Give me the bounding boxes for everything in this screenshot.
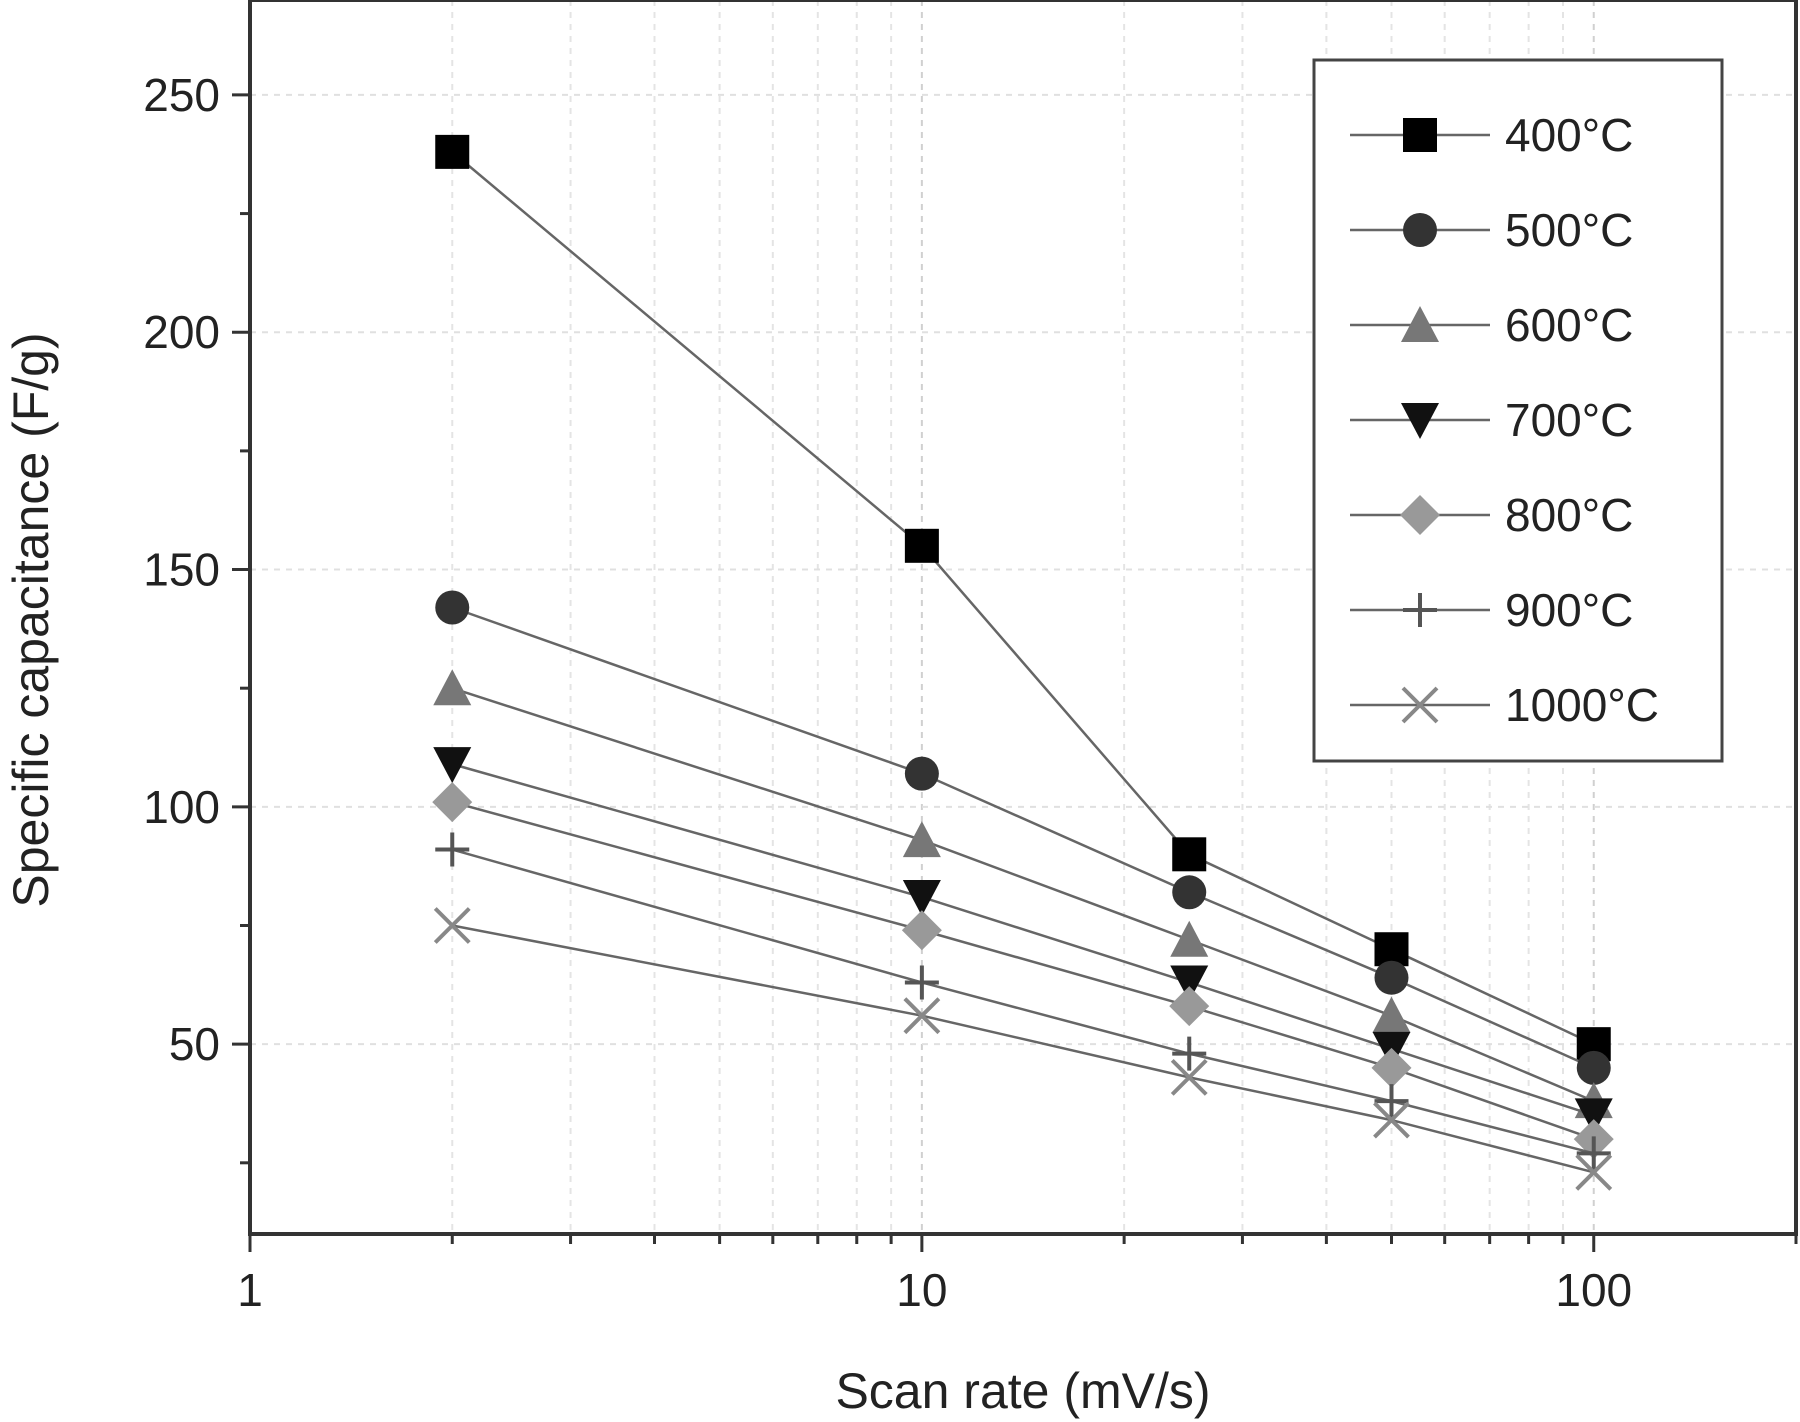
marker-triangle-down <box>1574 1098 1613 1135</box>
marker-triangle-up <box>1170 920 1209 957</box>
legend-item: 1000°C <box>1350 679 1659 731</box>
series-900 <box>435 832 1611 1171</box>
legend-item: 600°C <box>1350 299 1633 351</box>
marker-square <box>1403 118 1437 152</box>
marker-circle <box>1172 875 1207 910</box>
ticks: 1 10 100 50 100 150 200 250 <box>143 69 1798 1316</box>
series-800 <box>432 782 1614 1160</box>
marker-cross <box>433 907 471 944</box>
marker-circle <box>904 756 939 791</box>
legend-label: 500°C <box>1505 204 1633 256</box>
series-group <box>432 134 1614 1191</box>
marker-triangle-up <box>433 669 472 706</box>
marker-circle <box>1403 213 1437 247</box>
marker-triangle-up <box>902 821 941 858</box>
y-tick-label: 100 <box>143 781 220 833</box>
series-line <box>451 848 1595 1155</box>
marker-cross <box>1401 686 1439 724</box>
legend-item: 500°C <box>1350 204 1633 256</box>
marker-cross <box>1170 1058 1208 1096</box>
marker-circle <box>1374 960 1409 995</box>
marker-triangle-down <box>1170 965 1209 1002</box>
y-tick-label: 50 <box>169 1018 220 1070</box>
legend: 400°C 500°C 600°C 700°C 800°C 900°C 1000°C <box>1312 58 1724 763</box>
x-tick-label: 100 <box>1555 1264 1632 1316</box>
marker-diamond <box>1371 1047 1412 1088</box>
legend-label: 1000°C <box>1505 679 1659 731</box>
legend-item: 700°C <box>1350 394 1633 446</box>
marker-triangle-down <box>1401 403 1439 439</box>
legend-item: 400°C <box>1350 109 1633 161</box>
y-tick-label: 200 <box>143 306 220 358</box>
marker-triangle-up <box>1401 306 1439 342</box>
marker-square <box>904 528 939 563</box>
series-700 <box>433 747 1613 1135</box>
marker-circle <box>1576 1050 1611 1085</box>
marker-diamond <box>901 910 942 951</box>
legend-label: 400°C <box>1505 109 1633 161</box>
marker-cross <box>1373 1101 1410 1139</box>
legend-item: 900°C <box>1350 584 1633 636</box>
legend-label: 900°C <box>1505 584 1633 636</box>
legend-label: 600°C <box>1505 299 1633 351</box>
series-1000 <box>433 907 1613 1191</box>
x-axis-title: Scan rate (mV/s) <box>835 1363 1210 1419</box>
marker-triangle-up <box>1372 996 1411 1033</box>
x-tick-label: 1 <box>237 1264 263 1316</box>
marker-triangle-down <box>433 747 472 784</box>
legend-item: 800°C <box>1350 489 1633 541</box>
series-line <box>451 800 1595 1141</box>
series-500 <box>435 590 1611 1085</box>
marker-diamond <box>1400 495 1440 535</box>
marker-triangle-down <box>902 880 941 917</box>
legend-label: 800°C <box>1505 489 1633 541</box>
marker-cross <box>1575 1153 1613 1191</box>
legend-box <box>1312 58 1724 763</box>
marker-plus <box>1374 1084 1409 1119</box>
series-600 <box>433 669 1613 1119</box>
y-axis-title: Specific capacitance (F/g) <box>3 332 59 907</box>
marker-plus <box>1172 1036 1207 1071</box>
marker-diamond <box>432 782 473 823</box>
plot-frame <box>248 0 1798 1236</box>
legend-label: 700°C <box>1505 394 1633 446</box>
marker-square <box>435 134 470 169</box>
series-line <box>451 762 1595 1117</box>
marker-plus <box>435 832 470 867</box>
marker-diamond <box>1169 986 1210 1027</box>
y-tick-label: 250 <box>143 69 220 121</box>
y-tick-label: 150 <box>143 544 220 596</box>
marker-square <box>1172 837 1207 872</box>
marker-circle <box>435 590 470 625</box>
series-400 <box>435 134 1611 1062</box>
marker-square <box>1374 932 1409 967</box>
marker-plus <box>1403 593 1437 627</box>
marker-plus <box>1576 1136 1611 1171</box>
marker-plus <box>904 965 939 1000</box>
marker-cross <box>903 997 941 1035</box>
x-tick-label: 10 <box>896 1264 947 1316</box>
